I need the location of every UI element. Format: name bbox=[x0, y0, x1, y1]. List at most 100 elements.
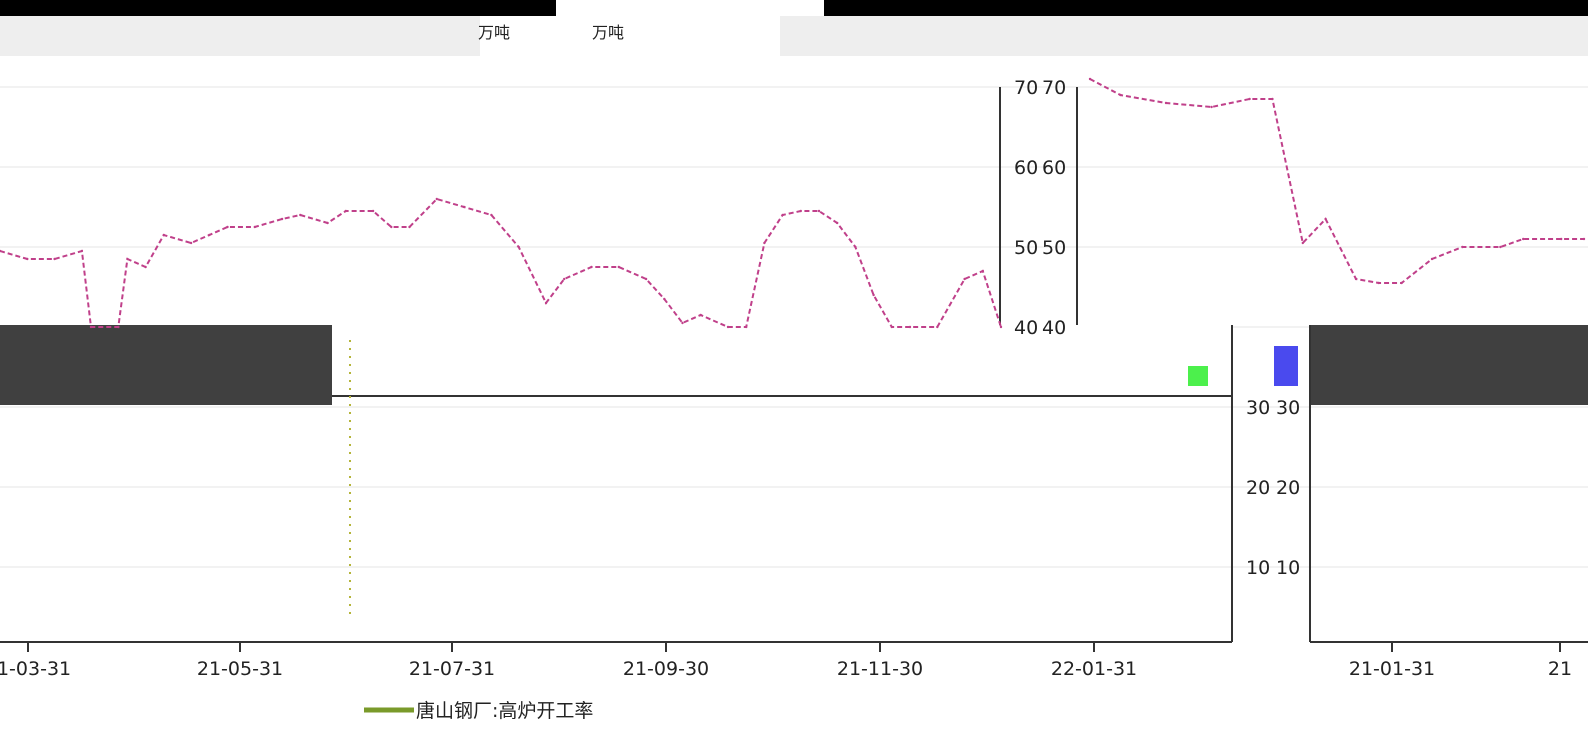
x-tick-labels: 21-03-31 21-05-31 21-07-31 21-09-30 21-11-30… bbox=[0, 642, 1572, 680]
x-tick-label: 21-01-31 bbox=[1349, 658, 1435, 680]
series-point bbox=[1522, 237, 1525, 241]
y-tick-label: 70 bbox=[1042, 77, 1066, 99]
series-point bbox=[663, 297, 666, 301]
x-tick-label: 21-05-31 bbox=[197, 658, 283, 680]
series-point bbox=[836, 221, 839, 225]
series-point bbox=[681, 321, 684, 325]
series-point bbox=[26, 257, 29, 261]
y-tick-label: 20 bbox=[1276, 477, 1300, 499]
series-point bbox=[53, 257, 56, 261]
y-tick-label: 10 bbox=[1246, 557, 1270, 579]
y-tick-label: 10 bbox=[1276, 557, 1300, 579]
x-tick-label: 21 bbox=[1548, 658, 1572, 680]
series-point bbox=[936, 325, 939, 329]
y-tick-label: 50 bbox=[1014, 237, 1038, 259]
unit-label-left: 万吨 bbox=[478, 23, 510, 42]
y-tick-labels: 70 60 50 40 70 60 50 40 30 30 20 20 10 10 bbox=[1014, 77, 1300, 579]
header-strip bbox=[0, 16, 1588, 56]
series-plot-left bbox=[0, 197, 1003, 615]
series-point bbox=[117, 325, 120, 329]
series-point bbox=[1499, 245, 1502, 249]
series-point bbox=[462, 205, 466, 209]
series-point bbox=[1088, 77, 1092, 81]
series-point bbox=[0, 249, 2, 253]
y-tick-label: 20 bbox=[1246, 477, 1270, 499]
blue-marker bbox=[1274, 346, 1298, 386]
series-point bbox=[699, 313, 702, 317]
series-point bbox=[299, 213, 302, 217]
y-tick-label: 60 bbox=[1014, 157, 1038, 179]
occluding-bands bbox=[0, 0, 1588, 405]
series-point bbox=[408, 225, 411, 229]
series-line bbox=[0, 197, 1002, 328]
series-point bbox=[1324, 217, 1327, 221]
series-point bbox=[517, 245, 520, 249]
series-point bbox=[1271, 97, 1274, 101]
series-point bbox=[908, 325, 912, 329]
x-tick-label: 21-03-31 bbox=[0, 658, 71, 680]
series-point bbox=[872, 293, 875, 297]
top-bar-left bbox=[0, 0, 556, 16]
series-point bbox=[162, 233, 165, 237]
series-point bbox=[999, 325, 1003, 329]
series-point bbox=[590, 265, 593, 269]
legend-label: 唐山钢厂:高炉开工率 bbox=[416, 700, 593, 722]
series-point bbox=[435, 197, 438, 201]
x-tick-label: 21-07-31 bbox=[409, 658, 495, 680]
series-point bbox=[226, 225, 229, 229]
series-point bbox=[89, 325, 93, 329]
series-point bbox=[490, 213, 493, 217]
series-point bbox=[799, 209, 802, 213]
series-point bbox=[890, 325, 893, 329]
y-tick-label: 30 bbox=[1276, 397, 1300, 419]
series-point bbox=[1301, 241, 1305, 245]
legend: 唐山钢厂:高炉开工率 bbox=[364, 700, 593, 722]
series-point bbox=[563, 277, 566, 281]
x-tick-label: 22-01-31 bbox=[1051, 658, 1137, 680]
y-tick-label: 30 bbox=[1246, 397, 1270, 419]
series-point bbox=[763, 241, 766, 245]
series-point bbox=[326, 221, 329, 225]
series-point bbox=[1354, 277, 1358, 281]
series-line bbox=[1089, 78, 1584, 284]
series-point bbox=[644, 277, 648, 281]
series-point bbox=[1461, 245, 1464, 249]
series-point bbox=[1164, 101, 1168, 105]
series-point bbox=[126, 257, 129, 261]
series-point bbox=[854, 245, 857, 249]
axes bbox=[0, 87, 1588, 643]
series-point bbox=[544, 301, 548, 305]
series-point bbox=[344, 209, 347, 213]
series-point bbox=[1377, 281, 1381, 285]
series-point bbox=[1582, 237, 1586, 241]
series-point bbox=[80, 249, 84, 253]
series-point bbox=[280, 217, 284, 221]
series-point bbox=[144, 265, 147, 269]
series-point bbox=[189, 241, 193, 245]
series-point bbox=[981, 269, 984, 273]
y-tick-label: 40 bbox=[1042, 317, 1066, 339]
series-point bbox=[1248, 97, 1251, 101]
green-marker bbox=[1188, 366, 1208, 386]
series-point bbox=[781, 213, 784, 217]
series-plot-right bbox=[1088, 77, 1586, 285]
dark-band-right bbox=[1310, 325, 1588, 405]
series-point bbox=[253, 225, 256, 229]
series-point bbox=[390, 225, 393, 229]
y-tick-label: 40 bbox=[1014, 317, 1038, 339]
series-point bbox=[1400, 281, 1403, 285]
unit-label-right: 万吨 bbox=[592, 23, 624, 42]
header-gap bbox=[480, 16, 780, 56]
series-point bbox=[817, 209, 821, 213]
series-point bbox=[1210, 105, 1213, 109]
series-point bbox=[1560, 237, 1563, 241]
series-point bbox=[371, 209, 375, 213]
series-point bbox=[745, 325, 748, 329]
y-tick-label: 60 bbox=[1042, 157, 1066, 179]
series-point bbox=[963, 277, 966, 281]
x-tick-label: 21-09-30 bbox=[623, 658, 709, 680]
white-band-mid bbox=[332, 325, 1232, 397]
series-point bbox=[726, 325, 730, 329]
series-point bbox=[208, 233, 211, 237]
